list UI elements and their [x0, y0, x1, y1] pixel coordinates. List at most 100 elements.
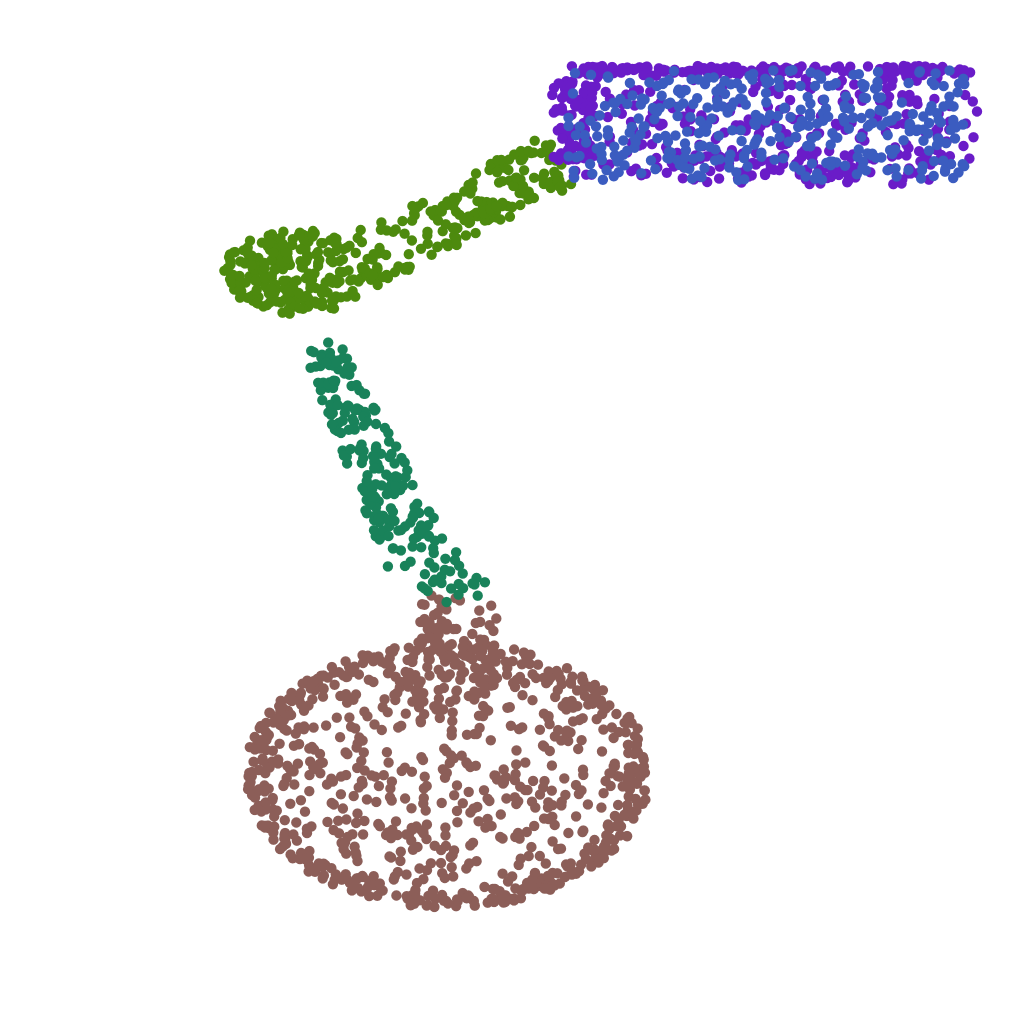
- lower-arm-point: [472, 590, 483, 601]
- base-point: [576, 785, 587, 796]
- upper-arm-point: [313, 257, 324, 269]
- shade-outer-point: [843, 170, 854, 181]
- shade-inner-point: [825, 139, 836, 150]
- base-point: [446, 651, 457, 663]
- base-point: [622, 799, 633, 811]
- upper-arm-point: [426, 249, 437, 260]
- base-point: [461, 757, 472, 768]
- base-point: [553, 724, 564, 736]
- shade-inner-point: [930, 68, 941, 79]
- base-point: [527, 775, 539, 787]
- base-point: [472, 688, 483, 699]
- base-point: [452, 817, 463, 828]
- shade-inner-point: [928, 170, 939, 182]
- upper-arm-point: [491, 201, 502, 212]
- base-point: [513, 796, 524, 807]
- base-point: [417, 754, 429, 766]
- upper-arm-point: [291, 275, 302, 286]
- base-point: [341, 697, 353, 708]
- shade-inner-point: [904, 118, 915, 129]
- base-point: [301, 827, 313, 839]
- lower-arm-point: [381, 489, 392, 500]
- lower-arm-point: [308, 347, 319, 358]
- upper-arm-point: [495, 214, 506, 225]
- base-point: [304, 769, 315, 781]
- shade-inner-point: [896, 97, 908, 108]
- shade-inner-point: [673, 84, 684, 95]
- shade-inner-point: [818, 94, 830, 105]
- lower-arm-point: [345, 443, 356, 455]
- shade-inner-point: [709, 155, 721, 166]
- base-point: [373, 780, 385, 792]
- base-point: [527, 695, 538, 706]
- base-point: [249, 744, 261, 755]
- shade-inner-point: [872, 92, 884, 103]
- upper-arm-point: [470, 168, 482, 179]
- base-point: [486, 600, 497, 611]
- base-point: [509, 775, 521, 786]
- shade-inner-point: [882, 165, 893, 176]
- upper-arm-point: [442, 241, 454, 252]
- base-point: [273, 754, 284, 765]
- shade-outer-point: [899, 66, 910, 78]
- base-point: [556, 735, 567, 746]
- shade-inner-point: [790, 131, 801, 142]
- base-point: [278, 780, 289, 792]
- shade-inner-point: [615, 93, 626, 105]
- shade-inner-point: [657, 78, 668, 90]
- base-point: [529, 867, 541, 879]
- base-point: [389, 689, 400, 701]
- base-point: [451, 780, 463, 791]
- lower-arm-point: [382, 561, 394, 572]
- upper-arm-point: [440, 219, 451, 230]
- base-point: [396, 720, 407, 731]
- shade-inner-point: [938, 80, 949, 92]
- shade-inner-point: [597, 174, 609, 185]
- upper-arm-point: [372, 262, 383, 273]
- base-point: [386, 795, 397, 806]
- shade-inner-point: [858, 82, 870, 93]
- shade-inner-point: [624, 77, 636, 89]
- base-point: [479, 680, 490, 692]
- base-point: [424, 647, 435, 658]
- base-point: [555, 843, 567, 854]
- base-point: [318, 870, 330, 881]
- base-point: [365, 653, 376, 664]
- base-point: [451, 686, 462, 697]
- base-point: [489, 883, 501, 895]
- shade-outer-point: [849, 79, 860, 90]
- base-point: [358, 747, 369, 758]
- base-point: [495, 809, 506, 820]
- base-point: [344, 712, 355, 723]
- lower-arm-point: [428, 512, 439, 524]
- lower-arm-point: [407, 511, 418, 522]
- shade-inner-point: [805, 141, 816, 152]
- shade-inner-point: [804, 108, 816, 119]
- shade-inner-point: [891, 171, 902, 182]
- shade-inner-point: [912, 124, 924, 135]
- shade-outer-point: [711, 63, 723, 74]
- base-point: [427, 885, 439, 896]
- base-point: [546, 785, 557, 796]
- shade-inner-point: [652, 133, 663, 144]
- base-point: [538, 782, 549, 793]
- shade-inner-point: [670, 130, 681, 141]
- base-point: [256, 806, 267, 817]
- base-point: [527, 881, 538, 892]
- upper-arm-point: [337, 254, 349, 265]
- lower-arm-point: [386, 448, 397, 460]
- shade-inner-point-group: [563, 64, 970, 186]
- upper-arm-point: [503, 154, 515, 165]
- base-point: [604, 700, 615, 711]
- shade-inner-point: [928, 156, 940, 167]
- shade-inner-point: [823, 80, 834, 92]
- base-point: [275, 695, 286, 706]
- lower-arm-point: [343, 401, 354, 412]
- lower-arm-point: [338, 450, 350, 461]
- shade-outer-point: [786, 79, 798, 91]
- shade-inner-point: [950, 122, 961, 133]
- lower-arm-point: [444, 566, 456, 577]
- base-point: [395, 846, 406, 857]
- shade-outer-point: [881, 64, 892, 75]
- shade-outer-point: [587, 87, 598, 98]
